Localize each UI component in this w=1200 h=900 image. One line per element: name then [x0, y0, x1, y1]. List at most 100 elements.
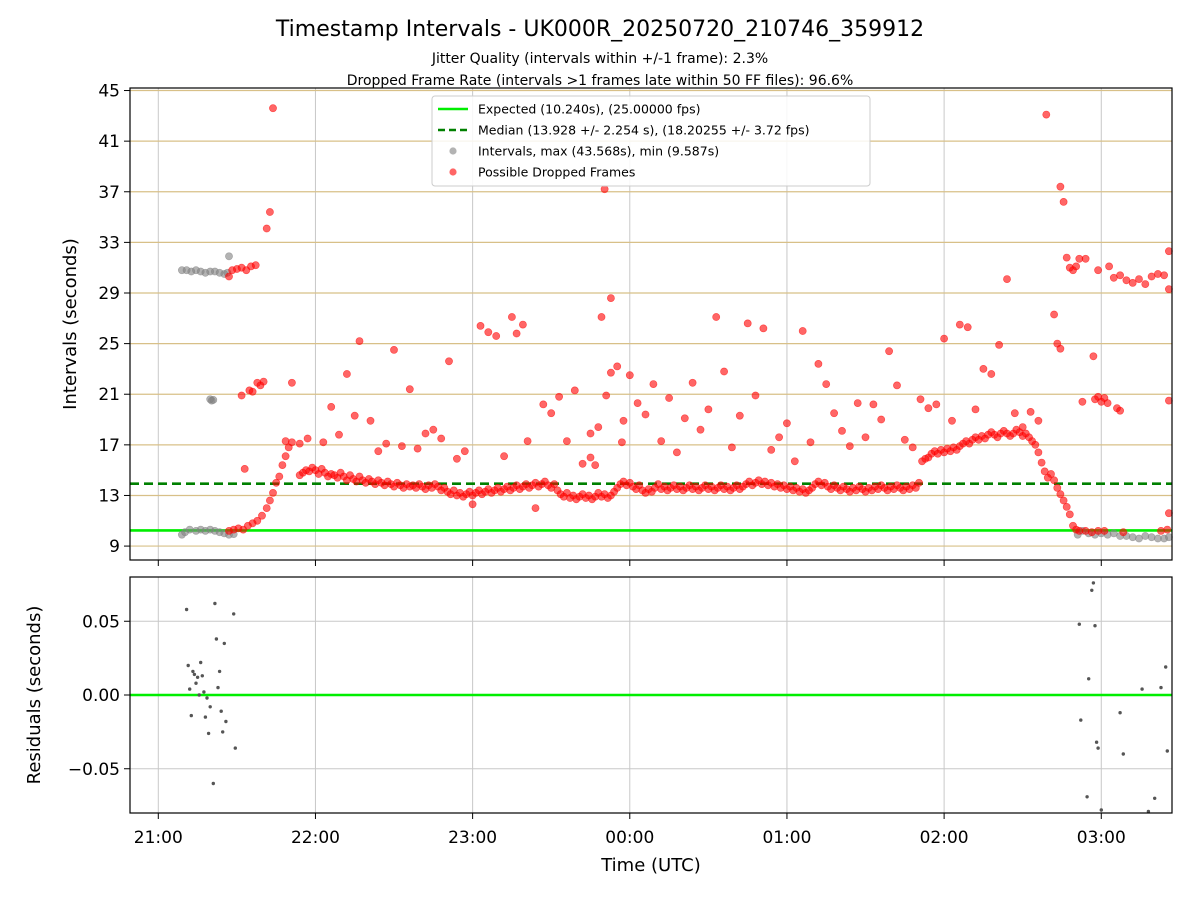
- x-tick-label: 21:00: [134, 828, 183, 848]
- dropped-frame-point: [295, 439, 304, 448]
- x-axis-label: Time (UTC): [600, 855, 701, 876]
- residual-point: [1159, 685, 1163, 690]
- dropped-frame-point: [1116, 406, 1124, 415]
- dropped-frame-point: [265, 496, 274, 505]
- dropped-frame-point: [798, 327, 807, 335]
- residuals-plot-panel: −0.05 0.00 0.05 21:00 22:00 23:00 00:00 01:00 0…: [24, 576, 1173, 876]
- dropped-frame-point: [1034, 448, 1043, 457]
- residual-point: [186, 663, 190, 668]
- dropped-frame-point: [735, 411, 744, 420]
- legend-expected: Expected (10.240s), (25.00000 fps): [438, 102, 700, 117]
- dropped-frame-point: [563, 437, 571, 445]
- y-tick-label: 13: [98, 486, 120, 506]
- interval-point: [1128, 533, 1137, 542]
- residual-point: [195, 675, 200, 679]
- x-tick-label: 00:00: [605, 828, 654, 848]
- dropped-frame-point: [979, 364, 988, 373]
- dropped-frame-point: [1105, 262, 1113, 271]
- dropped-frame-point: [1062, 502, 1071, 511]
- dropped-frame-point: [1059, 496, 1068, 505]
- legend-median: Median (13.928 +/- 2.254 s), (18.20255 +…: [438, 123, 809, 138]
- legend-box: [431, 95, 871, 187]
- dropped-frame-point: [1100, 527, 1109, 535]
- dropped-frame-point: [437, 434, 446, 443]
- residual-point: [194, 681, 198, 685]
- dropped-frame-point: [1081, 254, 1090, 263]
- residual-point: [189, 713, 193, 718]
- dropped-frame-point: [1160, 271, 1168, 280]
- dropped-frame-point: [275, 472, 284, 481]
- residual-point: [217, 669, 222, 674]
- residual-point: [1091, 581, 1096, 585]
- dropped-frame-point: [900, 435, 909, 444]
- interval-point: [225, 252, 233, 261]
- dropped-frame-point: [602, 391, 611, 400]
- x-tick-label: 22:00: [291, 828, 340, 848]
- dropped-frame-point: [342, 370, 351, 378]
- dropped-frame-point: [366, 416, 375, 425]
- residual-point: [1164, 665, 1168, 669]
- x-tick-label: 03:00: [1077, 828, 1126, 848]
- dropped-frame-point: [319, 438, 328, 447]
- dropped-frame-point: [1128, 278, 1137, 287]
- dropped-frame-point: [995, 340, 1003, 349]
- legend-dropped-frames-swatch: [449, 168, 457, 176]
- dropped-frame-point: [1094, 266, 1102, 275]
- dropped-frame-point: [806, 438, 815, 447]
- dropped-frame-point: [281, 437, 290, 445]
- dropped-frame-point: [265, 208, 274, 216]
- dropped-frame-point: [484, 328, 493, 337]
- dropped-frame-point: [421, 429, 430, 438]
- x-tick-label: 23:00: [448, 828, 497, 848]
- y-tick-label: 41: [98, 132, 120, 152]
- residual-point: [1079, 718, 1083, 722]
- y-tick-label: 29: [98, 284, 120, 304]
- dropped-frame-point: [1065, 510, 1074, 519]
- dropped-frame-point: [335, 430, 343, 439]
- dropped-frame-point: [908, 443, 917, 452]
- y-tick-label: 17: [98, 436, 120, 456]
- y-tick-label: 25: [98, 335, 120, 355]
- dropped-frame-point: [507, 313, 516, 321]
- y-tick-label: 45: [98, 82, 120, 102]
- residuals-y-ticks: −0.05 0.00 0.05: [68, 612, 130, 780]
- dropped-frame-point: [613, 362, 622, 371]
- y-tick-label: 37: [98, 183, 120, 203]
- dropped-frame-point: [1135, 275, 1143, 283]
- dropped-frame-point: [382, 439, 391, 448]
- dropped-frame-point: [281, 452, 290, 461]
- residual-point: [1094, 740, 1099, 744]
- dropped-frame-point: [523, 437, 532, 445]
- residual-point: [216, 685, 220, 690]
- dropped-frame-point: [390, 345, 398, 354]
- dropped-frame-point: [287, 438, 296, 447]
- dropped-frame-point: [869, 400, 878, 409]
- x-tick-label: 01:00: [762, 828, 811, 848]
- dropped-frame-point: [845, 442, 854, 450]
- residual-point: [224, 719, 228, 724]
- legend-intervals: Intervals, max (43.568s), min (9.587s): [449, 144, 719, 159]
- dropped-frame-point: [570, 386, 579, 395]
- dropped-frame-point: [586, 453, 595, 462]
- dropped-frame-point: [743, 319, 752, 328]
- dropped-frame-point: [452, 454, 461, 463]
- dropped-frame-point: [916, 395, 925, 404]
- chart-title: Timestamp Intervals - UK000R_20250720_21…: [275, 17, 924, 42]
- dropped-frame-point: [550, 480, 559, 488]
- dropped-frame-point: [547, 409, 556, 418]
- residual-point: [1165, 749, 1170, 753]
- y-tick-label: −0.05: [68, 760, 120, 780]
- dropped-frame-point: [759, 324, 768, 333]
- dropped-frame-point: [512, 329, 521, 338]
- residual-point: [1140, 687, 1144, 691]
- dropped-frame-point: [704, 405, 713, 414]
- dropped-frame-point: [751, 391, 760, 400]
- dropped-frame-point: [1056, 182, 1065, 191]
- intervals-grid: [130, 88, 1172, 560]
- dropped-frame-point: [641, 410, 650, 419]
- dropped-frame-point: [924, 404, 933, 413]
- interval-point: [1147, 533, 1156, 542]
- dropped-frame-point: [251, 261, 260, 270]
- dropped-frame-point: [350, 411, 359, 420]
- residual-point: [222, 641, 226, 646]
